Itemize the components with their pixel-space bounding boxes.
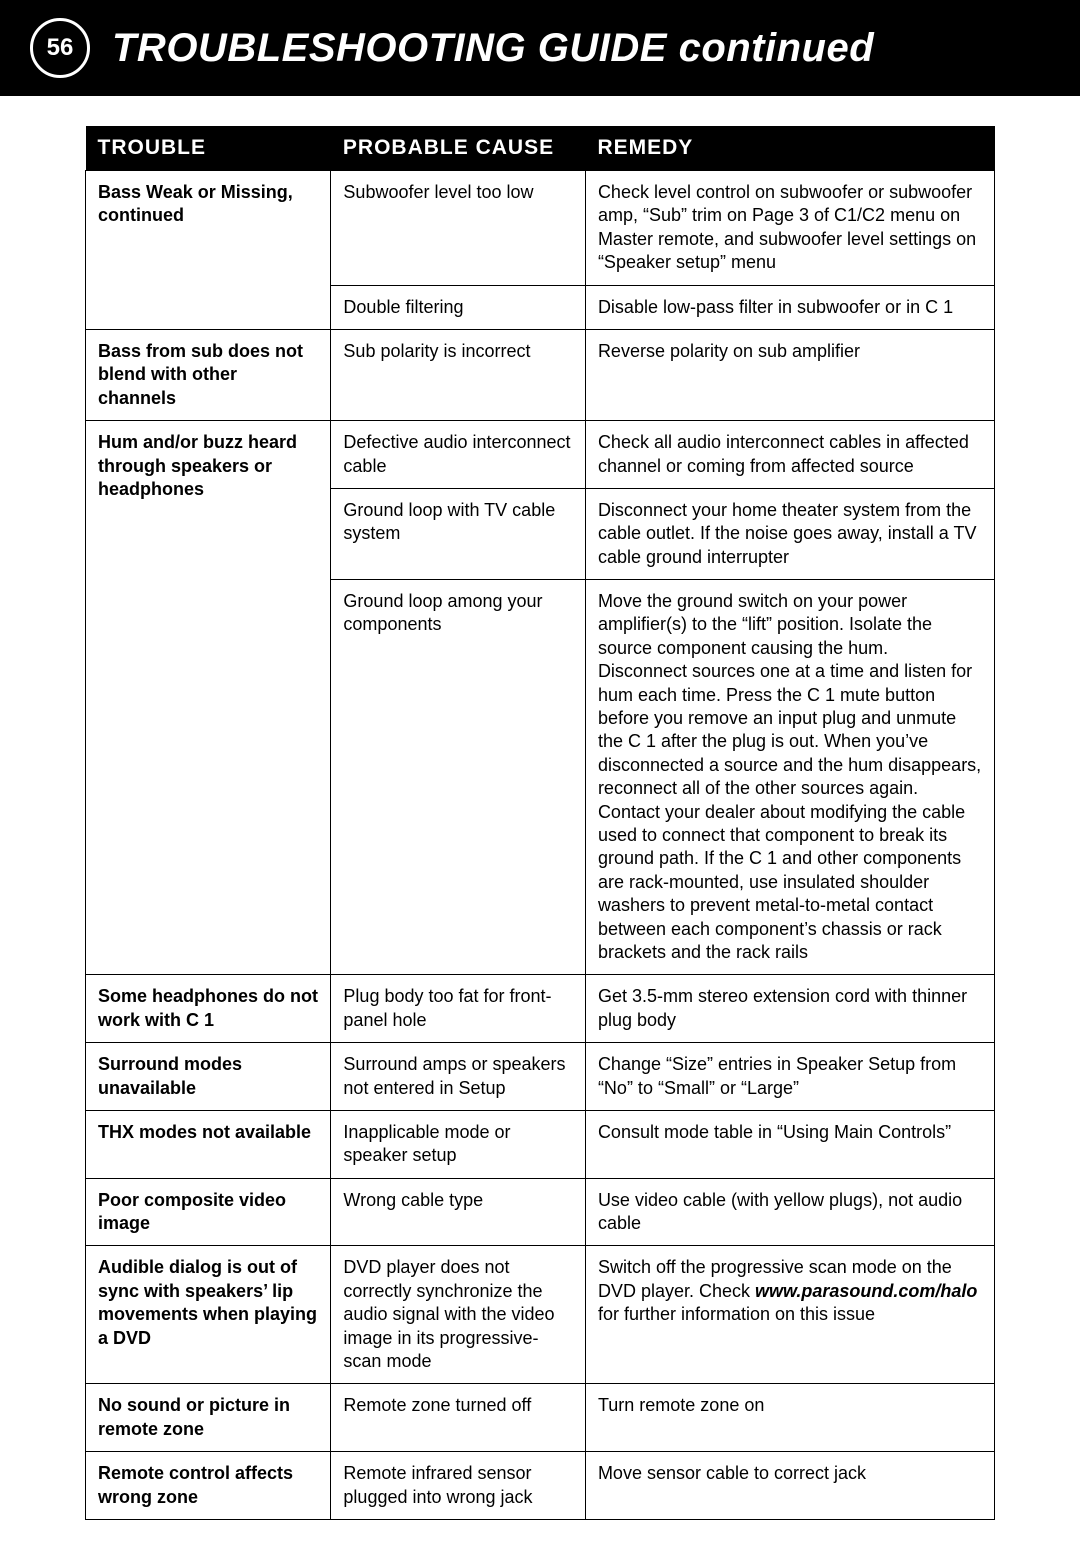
trouble-cell: Audible dialog is out of sync with speak…	[86, 1246, 331, 1384]
trouble-cell: Bass Weak or Missing, continued	[86, 171, 331, 330]
page-title: TROUBLESHOOTING GUIDE continued	[112, 26, 874, 71]
cause-cell: Inapplicable mode or speaker setup	[331, 1110, 586, 1178]
page-header: 56 TROUBLESHOOTING GUIDE continued	[0, 0, 1080, 96]
table-body: Bass Weak or Missing, continuedSubwoofer…	[86, 171, 995, 1520]
remedy-text: for further information on this issue	[598, 1304, 875, 1324]
cause-cell: Ground loop among your components	[331, 580, 586, 975]
page: 56 TROUBLESHOOTING GUIDE continued TROUB…	[0, 0, 1080, 1560]
cause-cell: Double filtering	[331, 285, 586, 329]
table-row: Hum and/or buzz heard through speakers o…	[86, 421, 995, 489]
trouble-cell: No sound or picture in remote zone	[86, 1384, 331, 1452]
trouble-cell: Hum and/or buzz heard through speakers o…	[86, 421, 331, 975]
remedy-cell: Check all audio interconnect cables in a…	[585, 421, 994, 489]
remedy-cell: Turn remote zone on	[585, 1384, 994, 1452]
remedy-url: www.parasound.com/halo	[755, 1281, 977, 1301]
cause-cell: Wrong cable type	[331, 1178, 586, 1246]
cause-cell: Remote infrared sensor plugged into wron…	[331, 1452, 586, 1520]
trouble-cell: THX modes not available	[86, 1110, 331, 1178]
remedy-cell: Disable low-pass filter in subwoofer or …	[585, 285, 994, 329]
content-area: TROUBLE PROBABLE CAUSE REMEDY Bass Weak …	[0, 96, 1080, 1520]
table-row: Surround modes unavailableSurround amps …	[86, 1043, 995, 1111]
page-number: 56	[47, 34, 74, 62]
table-row: Audible dialog is out of sync with speak…	[86, 1246, 995, 1384]
troubleshooting-table: TROUBLE PROBABLE CAUSE REMEDY Bass Weak …	[85, 126, 995, 1520]
table-header-row: TROUBLE PROBABLE CAUSE REMEDY	[86, 126, 995, 171]
trouble-cell: Some headphones do not work with C 1	[86, 975, 331, 1043]
remedy-cell: Consult mode table in “Using Main Contro…	[585, 1110, 994, 1178]
table-row: Remote control affects wrong zoneRemote …	[86, 1452, 995, 1520]
cause-cell: Ground loop with TV cable system	[331, 488, 586, 579]
trouble-cell: Poor composite video image	[86, 1178, 331, 1246]
remedy-cell: Switch off the progressive scan mode on …	[585, 1246, 994, 1384]
cause-cell: DVD player does not correctly synchroniz…	[331, 1246, 586, 1384]
remedy-cell: Change “Size” entries in Speaker Setup f…	[585, 1043, 994, 1111]
remedy-cell: Use video cable (with yellow plugs), not…	[585, 1178, 994, 1246]
page-number-badge: 56	[30, 18, 90, 78]
table-row: Some headphones do not work with C 1Plug…	[86, 975, 995, 1043]
remedy-cell: Move sensor cable to correct jack	[585, 1452, 994, 1520]
cause-cell: Surround amps or speakers not entered in…	[331, 1043, 586, 1111]
table-row: No sound or picture in remote zoneRemote…	[86, 1384, 995, 1452]
table-row: Bass from sub does not blend with other …	[86, 329, 995, 420]
remedy-cell: Disconnect your home theater system from…	[585, 488, 994, 579]
col-header-remedy: REMEDY	[585, 126, 994, 171]
col-header-cause: PROBABLE CAUSE	[331, 126, 586, 171]
cause-cell: Defective audio interconnect cable	[331, 421, 586, 489]
table-row: Bass Weak or Missing, continuedSubwoofer…	[86, 171, 995, 286]
trouble-cell: Bass from sub does not blend with other …	[86, 329, 331, 420]
cause-cell: Plug body too fat for front-panel hole	[331, 975, 586, 1043]
cause-cell: Sub polarity is incorrect	[331, 329, 586, 420]
trouble-cell: Surround modes unavailable	[86, 1043, 331, 1111]
cause-cell: Subwoofer level too low	[331, 171, 586, 286]
cause-cell: Remote zone turned off	[331, 1384, 586, 1452]
remedy-cell: Move the ground switch on your power amp…	[585, 580, 994, 975]
trouble-cell: Remote control affects wrong zone	[86, 1452, 331, 1520]
table-row: Poor composite video imageWrong cable ty…	[86, 1178, 995, 1246]
remedy-cell: Check level control on subwoofer or subw…	[585, 171, 994, 286]
table-row: THX modes not availableInapplicable mode…	[86, 1110, 995, 1178]
remedy-cell: Reverse polarity on sub amplifier	[585, 329, 994, 420]
col-header-trouble: TROUBLE	[86, 126, 331, 171]
remedy-cell: Get 3.5-mm stereo extension cord with th…	[585, 975, 994, 1043]
